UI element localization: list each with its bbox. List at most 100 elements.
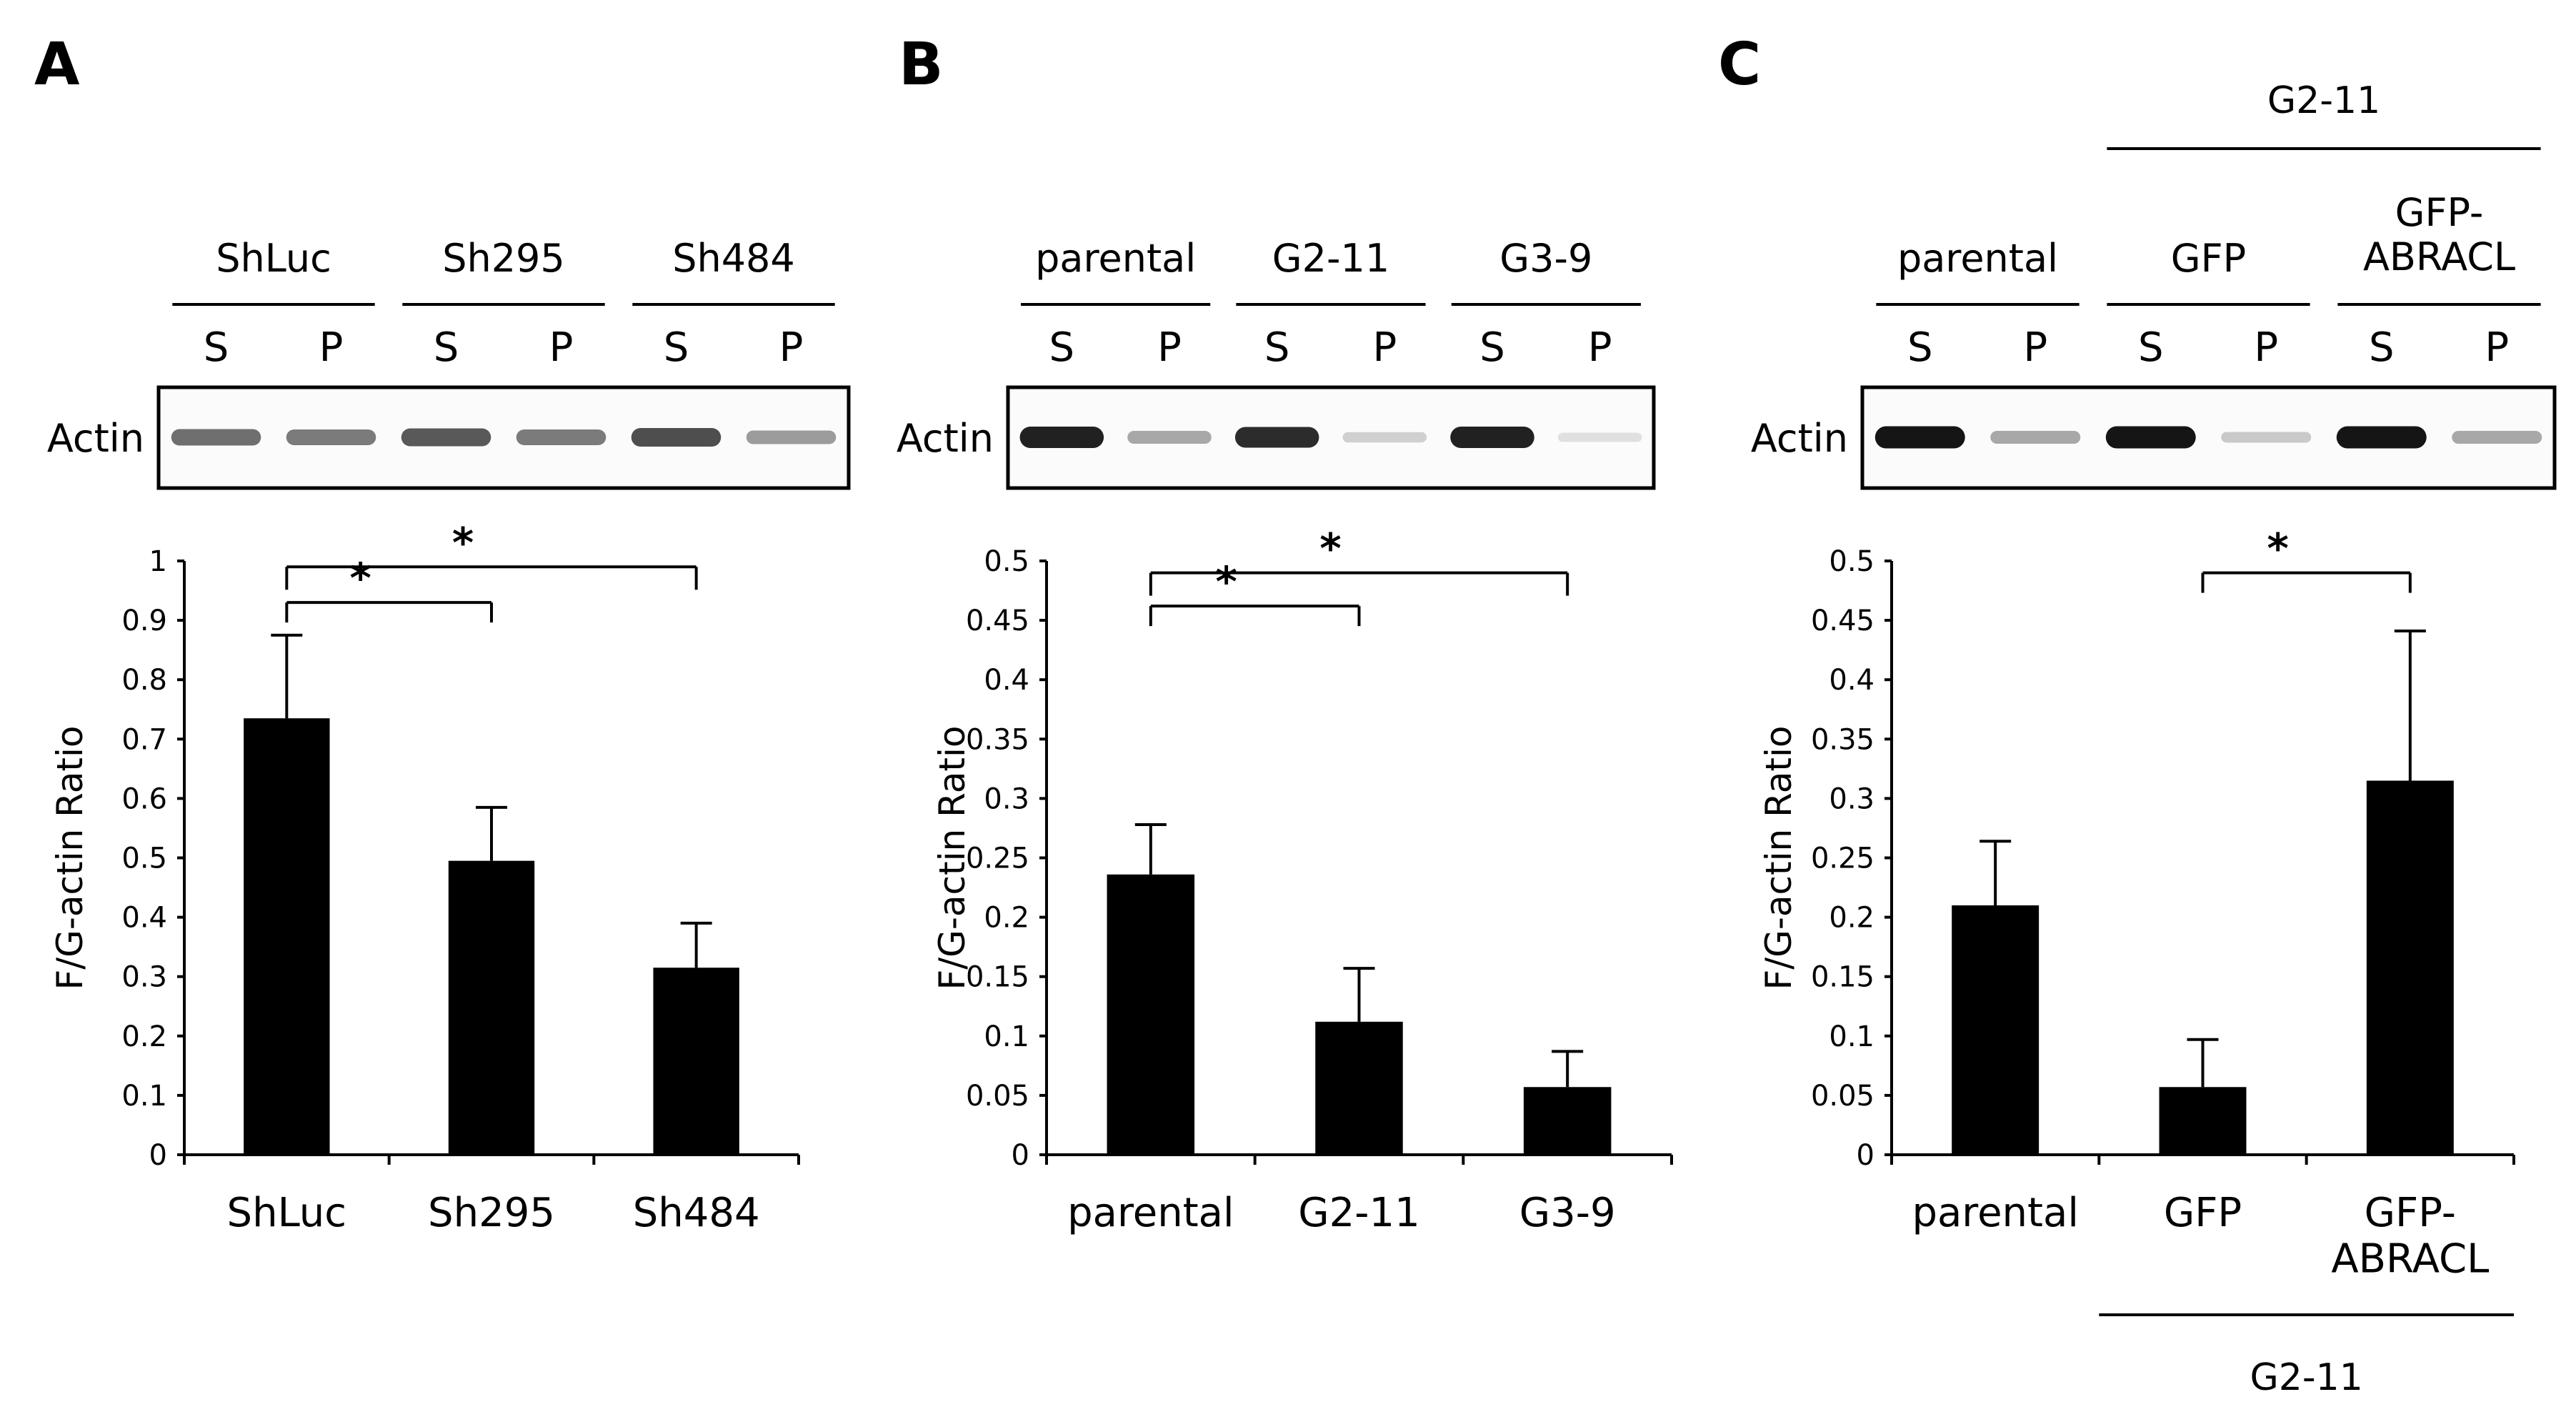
blot-band bbox=[631, 428, 722, 447]
y-tick-label: 0.25 bbox=[966, 842, 1029, 875]
blot-row-label: Actin bbox=[897, 416, 994, 461]
lane-label: P bbox=[2485, 324, 2509, 371]
western-blot: Actin S P S P S P ShLuc Sh295 Sh484 bbox=[47, 236, 851, 490]
y-tick-label: 0 bbox=[149, 1139, 167, 1172]
lane-label: P bbox=[2023, 324, 2047, 371]
lane-label: S bbox=[664, 324, 689, 371]
x-category-label: ShLuc bbox=[227, 1190, 347, 1236]
blot-band bbox=[2105, 426, 2196, 449]
blot-group-label: Sh295 bbox=[442, 236, 565, 281]
blot-group-label: parental bbox=[1035, 236, 1196, 281]
blot-band bbox=[1874, 426, 1965, 449]
y-tick-label: 0.2 bbox=[121, 1020, 167, 1053]
bar bbox=[2159, 1087, 2247, 1155]
bar bbox=[1523, 1087, 1612, 1155]
x-category-label: GFP-ABRACL bbox=[2331, 1190, 2489, 1282]
top-group-label: G2-11 bbox=[2267, 79, 2380, 122]
y-tick-label: 0.3 bbox=[121, 961, 167, 994]
lane-label: P bbox=[319, 324, 344, 371]
y-tick-label: 0.5 bbox=[1829, 545, 1874, 578]
bottom-group-label: G2-11 bbox=[2250, 1356, 2363, 1399]
significance-bracket: * bbox=[1149, 557, 1361, 627]
y-tick-label: 0.1 bbox=[984, 1020, 1029, 1053]
bar bbox=[2366, 780, 2454, 1155]
significance-bracket: * bbox=[1149, 524, 1569, 596]
panel-letter: A bbox=[34, 31, 80, 99]
blot-band bbox=[2452, 431, 2542, 444]
blot-band bbox=[1342, 432, 1427, 443]
y-tick-label: 0.2 bbox=[984, 902, 1029, 935]
blot-group-label: ShLuc bbox=[216, 236, 331, 281]
blot-group-label: G2-11 bbox=[1272, 236, 1389, 281]
y-tick-label: 0.3 bbox=[1829, 782, 1874, 815]
significance-bracket: * bbox=[285, 518, 698, 590]
blot-band bbox=[401, 428, 491, 447]
lane-label: S bbox=[204, 324, 229, 371]
lane-label: S bbox=[2369, 324, 2395, 371]
significance-star: * bbox=[349, 554, 371, 602]
y-tick-label: 0 bbox=[1857, 1139, 1874, 1172]
y-tick-label: 0.5 bbox=[984, 545, 1029, 578]
lane-label: S bbox=[2138, 324, 2164, 371]
blot-frame bbox=[156, 385, 851, 490]
significance-star: * bbox=[1319, 524, 1341, 573]
x-category-label: G2-11 bbox=[1298, 1190, 1420, 1236]
y-tick-label: 0.7 bbox=[121, 723, 167, 756]
lane-label: P bbox=[1588, 324, 1612, 371]
blot-frame bbox=[1860, 385, 2557, 490]
y-tick-label: 0.15 bbox=[1811, 961, 1874, 994]
panel-letter: B bbox=[899, 31, 944, 99]
significance-star: * bbox=[452, 518, 474, 567]
blot-band bbox=[1990, 431, 2081, 444]
lane-label: P bbox=[779, 324, 804, 371]
lane-label: S bbox=[1479, 324, 1505, 371]
lane-label: P bbox=[2254, 324, 2278, 371]
y-tick-label: 0.05 bbox=[966, 1080, 1029, 1113]
bar bbox=[653, 968, 739, 1155]
x-category-label: Sh484 bbox=[633, 1190, 760, 1236]
blot-band bbox=[1450, 427, 1534, 448]
blot-group-label: parental bbox=[1897, 236, 2058, 281]
significance-star: * bbox=[2267, 524, 2288, 573]
x-category-label: GFP bbox=[2164, 1190, 2242, 1236]
blot-band bbox=[746, 430, 837, 444]
blot-group-label: G3-9 bbox=[1499, 236, 1592, 281]
y-tick-label: 0.5 bbox=[121, 842, 167, 875]
blot-band bbox=[286, 429, 376, 445]
x-category-label: Sh295 bbox=[428, 1190, 555, 1236]
y-tick-label: 0.15 bbox=[966, 961, 1029, 994]
y-tick-label: 0.45 bbox=[966, 605, 1029, 637]
y-tick-label: 1 bbox=[149, 545, 167, 578]
x-category-label: parental bbox=[1912, 1190, 2078, 1236]
blot-band bbox=[2221, 432, 2312, 443]
bar-chart: 0 0.05 0.1 0.15 0.2 0.25 0.3 0.35 0.4 0.45 0.5 F/G-… bbox=[1758, 524, 2515, 1399]
blot-group-label: Sh484 bbox=[672, 236, 795, 281]
blot-row-label: Actin bbox=[47, 416, 144, 461]
lane-label: P bbox=[1157, 324, 1182, 371]
y-tick-label: 0.4 bbox=[1829, 664, 1874, 697]
bar-chart: 0 0.1 0.2 0.3 0.4 0.5 0.6 0.7 0.8 0.9 1 F/G-actin R… bbox=[49, 518, 800, 1236]
bar-chart: 0 0.05 0.1 0.15 0.2 0.25 0.3 0.35 0.4 0.45 0.5 F/G-… bbox=[932, 524, 1673, 1236]
lane-label: S bbox=[1049, 324, 1075, 371]
y-tick-label: 0.05 bbox=[1811, 1080, 1874, 1113]
panel-letter: C bbox=[1718, 31, 1761, 99]
y-axis-label: F/G-actin Ratio bbox=[49, 726, 91, 990]
blot-band bbox=[171, 429, 261, 446]
y-tick-label: 0.35 bbox=[1811, 723, 1874, 756]
lane-label: S bbox=[434, 324, 459, 371]
lane-label: S bbox=[1907, 324, 1933, 371]
blot-band bbox=[1127, 431, 1212, 444]
y-axis-label: F/G-actin Ratio bbox=[1758, 726, 1799, 990]
blot-band bbox=[1557, 432, 1642, 442]
y-tick-label: 0.2 bbox=[1829, 902, 1874, 935]
bar bbox=[244, 718, 330, 1155]
significance-star: * bbox=[1215, 557, 1237, 606]
bar bbox=[1952, 905, 2040, 1155]
blot-band bbox=[2336, 426, 2427, 449]
blot-frame bbox=[1006, 385, 1656, 490]
y-tick-label: 0.1 bbox=[1829, 1020, 1874, 1053]
